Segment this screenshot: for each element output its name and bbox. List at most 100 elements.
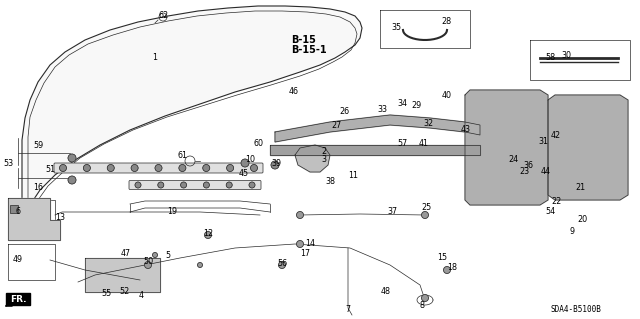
- Text: 19: 19: [167, 207, 177, 217]
- Text: SDA4-B5100B: SDA4-B5100B: [550, 306, 602, 315]
- Circle shape: [241, 159, 249, 167]
- Text: 25: 25: [422, 203, 432, 211]
- Text: 6: 6: [15, 207, 20, 217]
- Circle shape: [180, 182, 187, 188]
- FancyBboxPatch shape: [129, 181, 261, 189]
- Text: 61: 61: [177, 152, 187, 160]
- Polygon shape: [465, 90, 548, 205]
- Text: 60: 60: [254, 139, 264, 149]
- Circle shape: [155, 165, 162, 172]
- Text: 12: 12: [203, 228, 213, 238]
- Text: 9: 9: [570, 227, 575, 236]
- Circle shape: [68, 154, 76, 162]
- Text: 4: 4: [138, 292, 143, 300]
- Text: 57: 57: [397, 138, 407, 147]
- Circle shape: [278, 262, 285, 269]
- Text: 27: 27: [331, 122, 341, 130]
- Text: 16: 16: [33, 183, 43, 192]
- Text: 47: 47: [121, 249, 131, 258]
- Circle shape: [422, 294, 429, 301]
- Text: 55: 55: [102, 288, 112, 298]
- Text: 52: 52: [119, 287, 129, 296]
- Text: B-15-1: B-15-1: [291, 45, 326, 55]
- Circle shape: [296, 211, 303, 219]
- Text: 15: 15: [437, 254, 447, 263]
- Polygon shape: [8, 198, 60, 240]
- Circle shape: [296, 241, 303, 248]
- Text: 18: 18: [447, 263, 457, 272]
- Text: 36: 36: [523, 161, 533, 170]
- Text: 1: 1: [152, 54, 157, 63]
- Text: 62: 62: [159, 11, 169, 20]
- Circle shape: [444, 266, 451, 273]
- Text: 7: 7: [346, 306, 351, 315]
- Circle shape: [205, 232, 211, 239]
- Text: 24: 24: [508, 155, 518, 165]
- Circle shape: [131, 165, 138, 172]
- Text: 33: 33: [377, 106, 387, 115]
- Text: 17: 17: [300, 249, 310, 258]
- Text: 51: 51: [45, 166, 55, 174]
- Circle shape: [203, 165, 210, 172]
- Text: 10: 10: [245, 155, 255, 165]
- Text: 53: 53: [3, 159, 13, 167]
- Text: 59: 59: [33, 140, 43, 150]
- Text: 42: 42: [551, 131, 561, 140]
- Text: B-15: B-15: [291, 35, 316, 45]
- Text: 32: 32: [423, 120, 433, 129]
- Circle shape: [250, 165, 257, 172]
- Text: 45: 45: [239, 169, 249, 179]
- Text: 56: 56: [277, 259, 287, 269]
- Circle shape: [271, 161, 279, 169]
- Bar: [10, 205, 18, 213]
- Text: 14: 14: [305, 240, 315, 249]
- Circle shape: [68, 176, 76, 184]
- Text: 22: 22: [551, 197, 561, 206]
- Circle shape: [226, 182, 232, 188]
- Text: 29: 29: [411, 100, 421, 109]
- Text: 31: 31: [538, 137, 548, 146]
- Text: 30: 30: [561, 50, 571, 60]
- Text: FR.: FR.: [10, 295, 26, 305]
- Circle shape: [422, 211, 429, 219]
- Text: 46: 46: [289, 87, 299, 97]
- Circle shape: [204, 182, 209, 188]
- Text: 43: 43: [461, 125, 471, 135]
- Text: 26: 26: [339, 108, 349, 116]
- Circle shape: [60, 165, 67, 172]
- Text: 8: 8: [419, 301, 424, 310]
- Circle shape: [108, 165, 115, 172]
- Polygon shape: [295, 145, 330, 172]
- Text: 48: 48: [381, 287, 391, 296]
- Circle shape: [135, 182, 141, 188]
- Text: 28: 28: [441, 18, 451, 26]
- Polygon shape: [275, 115, 480, 142]
- Text: 41: 41: [419, 138, 429, 147]
- FancyBboxPatch shape: [54, 163, 263, 173]
- Text: 5: 5: [165, 251, 171, 261]
- Circle shape: [152, 253, 157, 257]
- Text: 35: 35: [391, 24, 401, 33]
- Text: 37: 37: [387, 207, 397, 217]
- Circle shape: [145, 262, 152, 269]
- Text: 40: 40: [442, 92, 452, 100]
- FancyBboxPatch shape: [6, 293, 30, 305]
- Circle shape: [83, 165, 90, 172]
- Polygon shape: [270, 145, 480, 155]
- Text: 58: 58: [545, 54, 555, 63]
- Polygon shape: [85, 258, 160, 292]
- Text: 13: 13: [55, 213, 65, 222]
- Text: 21: 21: [575, 183, 585, 192]
- Text: 38: 38: [325, 177, 335, 187]
- Circle shape: [249, 182, 255, 188]
- Text: 54: 54: [545, 207, 555, 217]
- Text: 34: 34: [397, 100, 407, 108]
- Circle shape: [179, 165, 186, 172]
- Circle shape: [227, 165, 234, 172]
- Text: 23: 23: [519, 167, 529, 176]
- Text: 50: 50: [143, 257, 153, 266]
- Text: 39: 39: [271, 160, 281, 168]
- Text: 11: 11: [348, 172, 358, 181]
- Circle shape: [198, 263, 202, 268]
- Text: 44: 44: [541, 167, 551, 176]
